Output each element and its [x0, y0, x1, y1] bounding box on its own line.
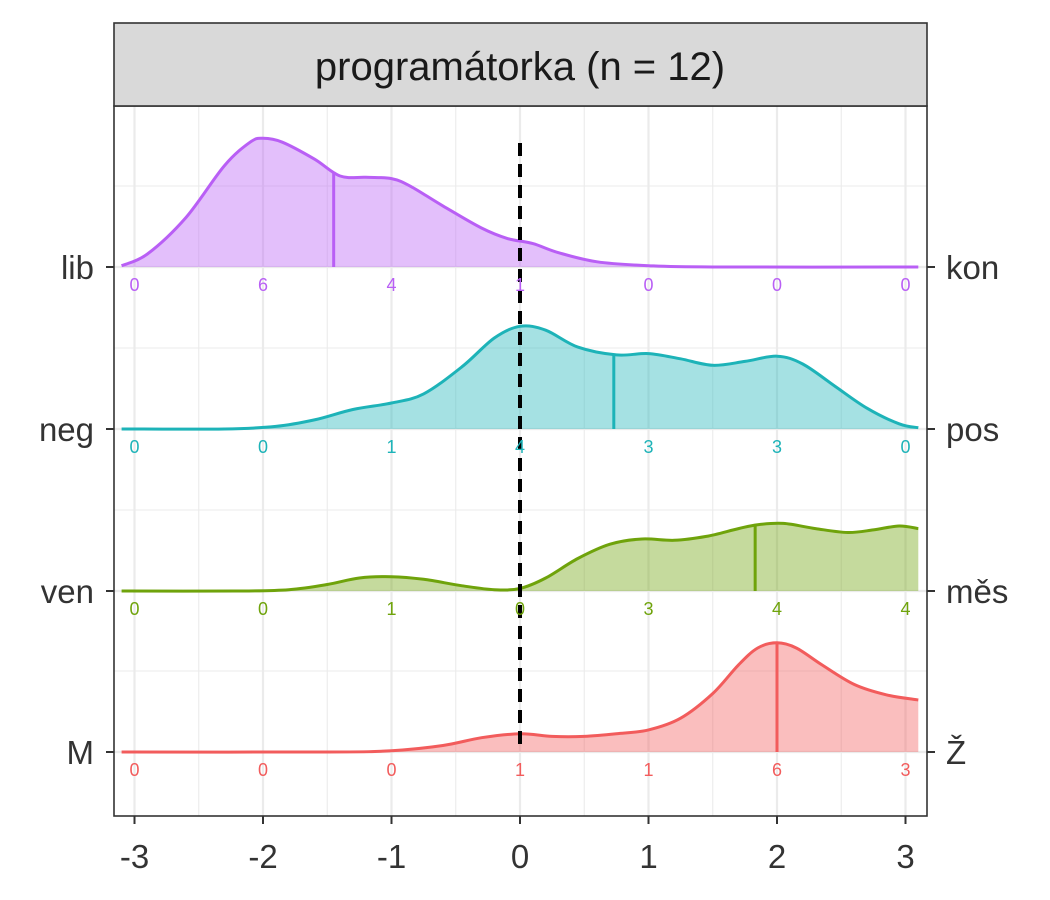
count-label: 4	[386, 275, 396, 295]
count-label: 3	[900, 760, 910, 780]
count-label: 3	[643, 437, 653, 457]
density-line	[121, 521, 919, 593]
right-category-label: měs	[946, 573, 1008, 610]
count-label: 0	[900, 275, 910, 295]
count-labels: 0 6 4 1 0 0 0 0 0 1 4 3 3 0 0 0 1 0 3 4 4 0 0 0 1 1 6 3	[129, 275, 910, 780]
count-label: 1	[515, 760, 525, 780]
density-area	[121, 642, 919, 753]
x-tick-label: 2	[768, 838, 786, 875]
count-label: 4	[900, 599, 910, 619]
count-label: 0	[643, 275, 653, 295]
x-tick-label: 0	[511, 838, 529, 875]
count-label: 0	[258, 599, 268, 619]
density-area	[121, 138, 919, 268]
count-label: 0	[900, 437, 910, 457]
left-category-label: lib	[61, 249, 94, 286]
count-label: 1	[643, 760, 653, 780]
count-label: 1	[386, 599, 396, 619]
count-label: 0	[129, 275, 139, 295]
count-label: 3	[772, 437, 782, 457]
x-tick-label: 3	[896, 838, 914, 875]
axes: -3 -2 -1 0 1 2 3 lib kon neg pos ven měs M Ž	[39, 249, 1008, 875]
count-label: 0	[258, 760, 268, 780]
right-category-label: pos	[946, 411, 999, 448]
count-label: 6	[772, 760, 782, 780]
count-label: 0	[258, 437, 268, 457]
count-label: 0	[386, 760, 396, 780]
count-label: 0	[129, 437, 139, 457]
count-label: 4	[772, 599, 782, 619]
right-category-label: kon	[946, 249, 999, 286]
panel-title: programátorka (n = 12)	[315, 45, 725, 89]
count-label: 0	[515, 599, 525, 619]
x-tick-label: -1	[377, 838, 406, 875]
density-area	[121, 523, 919, 592]
left-category-label: M	[67, 734, 95, 771]
count-label: 1	[515, 275, 525, 295]
count-label: 0	[129, 599, 139, 619]
x-tick-label: -3	[120, 838, 149, 875]
density-line	[121, 641, 919, 754]
density-line	[120, 136, 919, 269]
strip-background	[113, 22, 928, 107]
left-category-label: ven	[41, 573, 94, 610]
x-tick-label: 1	[639, 838, 657, 875]
right-category-label: Ž	[946, 734, 966, 771]
count-label: 4	[515, 437, 525, 457]
density-line	[121, 324, 919, 431]
count-label: 0	[772, 275, 782, 295]
count-label: 6	[258, 275, 268, 295]
count-label: 1	[386, 437, 396, 457]
x-tick-label: -2	[248, 838, 277, 875]
count-label: 0	[129, 760, 139, 780]
count-label: 3	[643, 599, 653, 619]
left-category-label: neg	[39, 411, 94, 448]
